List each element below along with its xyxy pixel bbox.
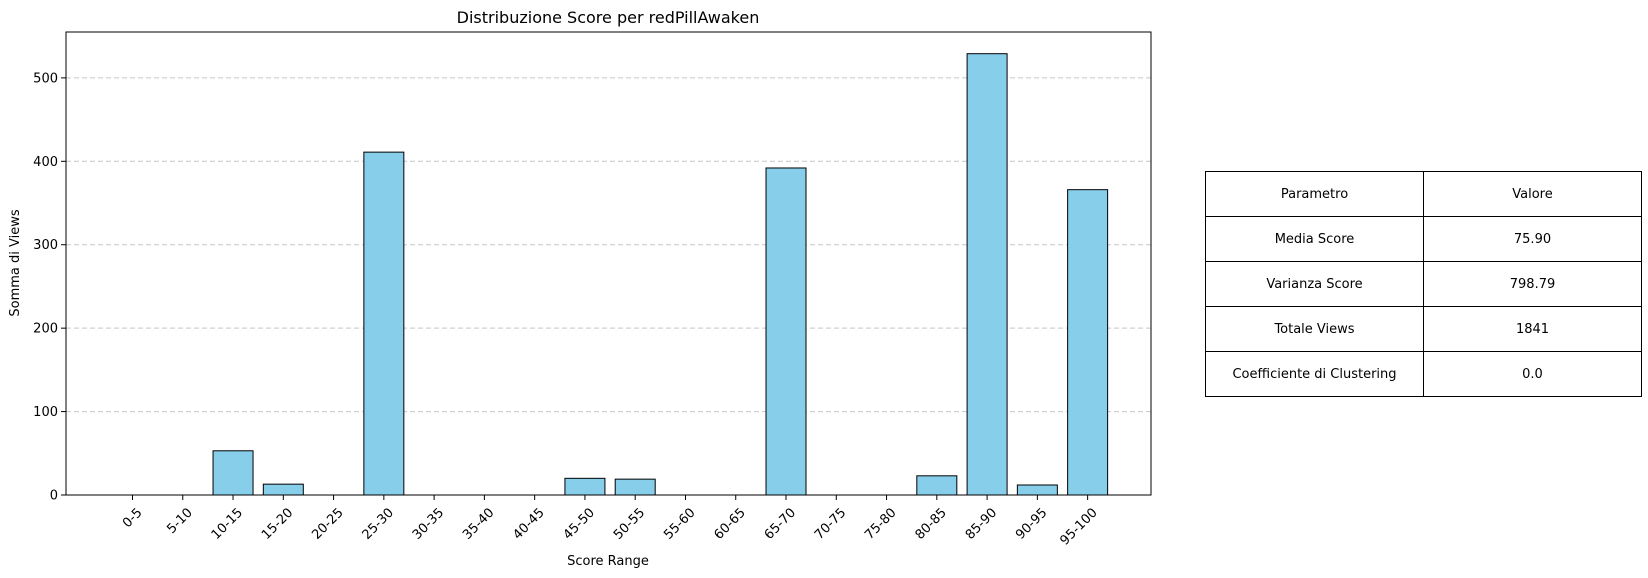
bar — [614, 478, 656, 496]
bar — [966, 53, 1008, 496]
bar — [262, 483, 304, 496]
y-tick-label: 0 — [50, 489, 58, 504]
bar — [765, 167, 807, 496]
table-header-value: Valore — [1423, 171, 1642, 217]
x-tick-label: 10-15 — [209, 505, 246, 542]
x-tick-label: 95-100 — [1058, 505, 1101, 548]
table-cell-param: Coefficiente di Clustering — [1205, 351, 1424, 397]
x-tick-label: 50-55 — [611, 505, 648, 542]
chart-title: Distribuzione Score per redPillAwaken — [457, 8, 760, 27]
table-cell-param: Media Score — [1205, 216, 1424, 262]
y-tick-label: 500 — [33, 71, 58, 86]
x-tick-label: 75-80 — [862, 505, 899, 542]
x-tick-label: 35-40 — [460, 505, 497, 542]
bars — [212, 53, 1109, 496]
x-tick-label: 80-85 — [913, 505, 950, 542]
table-header-row: Parametro Valore — [1205, 171, 1642, 217]
x-tick-label: 90-95 — [1013, 505, 1050, 542]
x-tick-label: 15-20 — [259, 505, 296, 542]
x-axis-label: Score Range — [567, 554, 649, 569]
table-cell-value: 75.90 — [1423, 216, 1642, 262]
y-tick-label: 200 — [33, 322, 58, 337]
y-tick-label: 300 — [33, 238, 58, 253]
bar — [916, 475, 958, 496]
x-tick-label: 40-45 — [510, 505, 547, 542]
x-tick-label: 65-70 — [762, 505, 799, 542]
x-tick-label: 45-50 — [561, 505, 598, 542]
table-row: Coefficiente di Clustering 0.0 — [1205, 351, 1642, 397]
bar — [212, 450, 254, 496]
y-tick-label: 100 — [33, 405, 58, 420]
x-tick-label: 20-25 — [309, 505, 346, 542]
stats-table: Parametro Valore Media Score 75.90 Varia… — [1205, 171, 1642, 397]
x-tick-label: 30-35 — [410, 505, 447, 542]
x-tick-label: 70-75 — [812, 505, 849, 542]
x-tick-label: 0-5 — [120, 505, 146, 531]
x-tick-label: 60-65 — [711, 505, 748, 542]
y-axis-label: Somma di Views — [8, 209, 23, 316]
table-row: Varianza Score 798.79 — [1205, 261, 1642, 307]
plot-frame — [65, 31, 1152, 496]
y-axis-ticks: 0 100 200 300 400 500 — [33, 71, 66, 504]
table-cell-param: Varianza Score — [1205, 261, 1424, 307]
table-cell-param: Totale Views — [1205, 306, 1424, 352]
table-header-param: Parametro — [1205, 171, 1424, 217]
table-row: Media Score 75.90 — [1205, 216, 1642, 262]
bar — [1067, 189, 1109, 496]
x-tick-label: 25-30 — [360, 505, 397, 542]
bar — [363, 151, 405, 496]
table-cell-value: 798.79 — [1423, 261, 1642, 307]
bar — [564, 477, 606, 496]
bar — [1016, 484, 1058, 496]
table-row: Totale Views 1841 — [1205, 306, 1642, 352]
x-tick-label: 85-90 — [963, 505, 1000, 542]
x-axis-ticks: 0-5 5-10 10-15 15-20 20-25 25-30 30-35 35-40 40-… — [120, 495, 1101, 549]
x-tick-label: 5-10 — [164, 505, 195, 536]
y-tick-label: 400 — [33, 155, 58, 170]
x-tick-label: 55-60 — [661, 505, 698, 542]
table-cell-value: 1841 — [1423, 306, 1642, 352]
table-cell-value: 0.0 — [1423, 351, 1642, 397]
